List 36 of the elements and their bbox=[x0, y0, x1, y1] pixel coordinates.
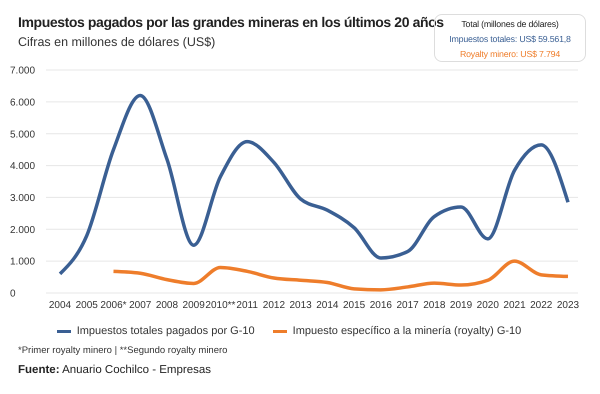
x-tick-label: 2017 bbox=[396, 300, 420, 312]
y-tick-label: 6.000 bbox=[10, 97, 36, 108]
y-tick-label: 1.000 bbox=[10, 256, 36, 268]
x-tick-label: 2023 bbox=[556, 300, 580, 312]
x-tick-label: 2014 bbox=[316, 300, 339, 312]
x-tick-label: 2012 bbox=[262, 300, 286, 312]
x-tick-label: 2018 bbox=[423, 300, 446, 312]
x-tick-label: 2022 bbox=[530, 300, 553, 312]
line-series bbox=[58, 94, 570, 276]
x-tick-label: 2013 bbox=[290, 300, 312, 312]
x-tick-label: 2008 bbox=[156, 300, 179, 312]
legend-label: Impuesto específico a la minería (royalty) G-10 bbox=[292, 325, 522, 337]
y-tick-label: 3.000 bbox=[10, 192, 36, 204]
legend-label: Impuestos totales pagados por G-10 bbox=[76, 325, 255, 337]
text: *Primer royalty minero | **Segundo royalty minero bbox=[18, 345, 228, 356]
x-tick-label: 2019 bbox=[450, 300, 473, 312]
chart-subtitle: Cifras en millones de dólares (US$) bbox=[18, 35, 216, 49]
x-tick-label: 2005 bbox=[76, 300, 98, 312]
x-tick-label: 2007 bbox=[129, 300, 152, 312]
x-tick-label: 2020 bbox=[476, 300, 500, 312]
chart-title: Impuestos pagados por las grandes mineras en los últimos 20 años bbox=[18, 14, 444, 30]
x-tick-label: 2004 bbox=[48, 300, 72, 312]
x-tick-label: 2016 bbox=[370, 300, 392, 312]
x-tick-label: 2010** bbox=[205, 300, 236, 312]
y-tick-label: 4.000 bbox=[10, 161, 36, 172]
line-series bbox=[112, 259, 570, 292]
x-tick-label: 2011 bbox=[236, 300, 258, 312]
y-tick-label: 5.000 bbox=[10, 129, 36, 140]
x-tick-label: 2021 bbox=[503, 300, 526, 312]
x-tick-label: 2015 bbox=[342, 300, 366, 312]
x-tick-label: 2009 bbox=[182, 300, 206, 312]
source-note: Fuente: Anuario Cochilco - Empresas bbox=[18, 364, 212, 376]
y-tick-label: 0 bbox=[10, 288, 16, 300]
y-tick-label: 7.000 bbox=[10, 66, 36, 77]
y-tick-label: 2.000 bbox=[10, 224, 36, 236]
x-tick-label: 2006* bbox=[100, 300, 127, 312]
